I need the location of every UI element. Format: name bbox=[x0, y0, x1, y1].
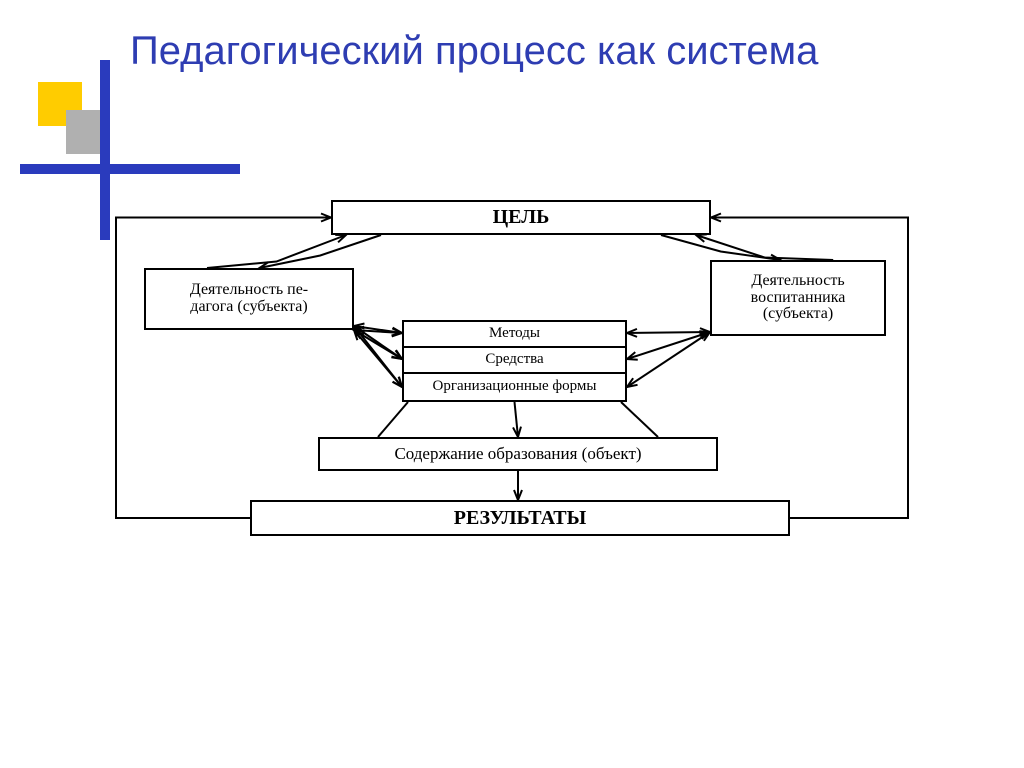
deco-bar-horizontal bbox=[20, 164, 240, 174]
node-content: Содержание образования (объект) bbox=[318, 437, 718, 471]
slide-title: Педагогический процесс как система bbox=[130, 26, 970, 77]
node-results: РЕЗУЛЬТАТЫ bbox=[250, 500, 790, 536]
pedagogical-process-diagram: ЦЕЛЬ Деятельность пе- дагога (субъекта) Де… bbox=[112, 200, 912, 590]
deco-bar-vertical bbox=[100, 60, 110, 240]
slide-corner-decoration bbox=[20, 60, 140, 180]
node-goal: ЦЕЛЬ bbox=[331, 200, 711, 235]
node-student: Деятельность воспитанника (субъекта) bbox=[710, 260, 886, 336]
node-teacher: Деятельность пе- дагога (субъекта) bbox=[144, 268, 354, 330]
node-methods: Методы bbox=[402, 320, 627, 346]
node-forms: Организационные формы bbox=[402, 372, 627, 402]
node-means: Средства bbox=[402, 346, 627, 372]
